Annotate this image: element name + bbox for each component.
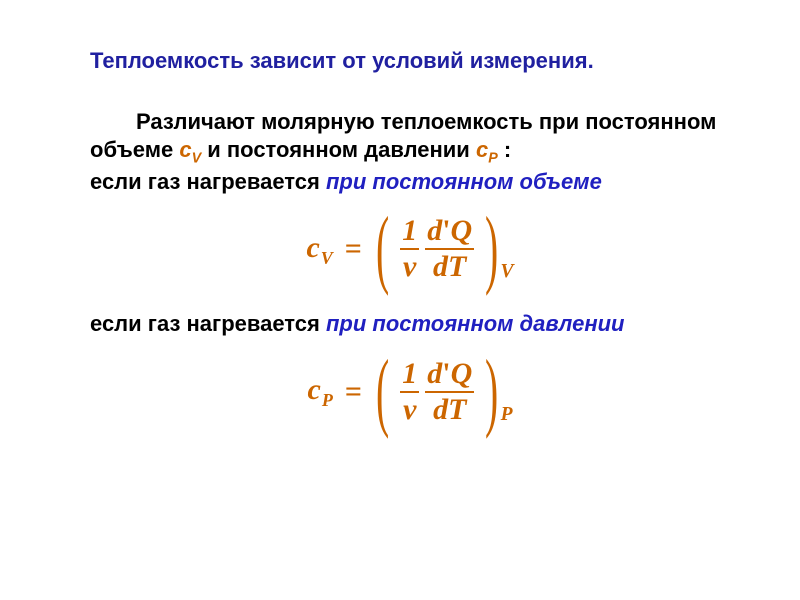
eq2-eq: = bbox=[345, 373, 362, 411]
slide: Теплоемкость зависит от условий измерени… bbox=[0, 0, 800, 600]
symbol-cv: сV bbox=[179, 137, 201, 162]
l2-prefix: если газ нагревается bbox=[90, 169, 326, 194]
eq2-rparen: ) bbox=[485, 352, 498, 431]
eq1-f2-prime: ' bbox=[442, 214, 450, 247]
eq2-inner: 1 ν d'Q dT bbox=[397, 358, 477, 425]
cv-sub: V bbox=[192, 150, 202, 166]
eq2-frac1: 1 ν bbox=[400, 358, 419, 425]
eq1-f2-den: dT bbox=[431, 251, 468, 283]
cp-base: с bbox=[476, 137, 488, 162]
eq1-lhs-sym: c bbox=[306, 231, 319, 264]
eq1-f1-num: 1 bbox=[400, 215, 419, 247]
eq2-f1-num: 1 bbox=[400, 358, 419, 390]
eq1-outer-sub: V bbox=[501, 260, 514, 284]
p1-t2: и постоянном давлении bbox=[201, 137, 476, 162]
eq1-rparen: ) bbox=[485, 209, 498, 288]
title-dot: . bbox=[588, 48, 594, 73]
line-3: если газ нагревается при постоянном давл… bbox=[90, 310, 730, 338]
formula-cv: cV = ( 1 ν d'Q dT ) V bbox=[90, 209, 730, 288]
eq2-lhs: cP bbox=[308, 371, 333, 412]
eq1-inner: 1 ν d'Q dT bbox=[397, 215, 477, 282]
eq2-f2-prime: ' bbox=[442, 357, 450, 390]
l2-emph: при постоянном объеме bbox=[326, 169, 602, 194]
formula-cp: cP = ( 1 ν d'Q dT ) P bbox=[90, 352, 730, 431]
eq1-f2-d: d bbox=[427, 214, 442, 247]
eq2-f2-den: dT bbox=[431, 394, 468, 426]
eq1-lhs-sub: V bbox=[321, 248, 333, 268]
slide-body: Различают молярную теплоемкость при пост… bbox=[90, 108, 730, 431]
eq2-f2-num: d'Q bbox=[425, 358, 474, 390]
eq1-frac2: d'Q dT bbox=[425, 215, 474, 282]
eq1-f2-Q: Q bbox=[451, 214, 473, 247]
eq2-lhs-sub: P bbox=[322, 390, 333, 410]
eq1: cV = ( 1 ν d'Q dT ) V bbox=[306, 209, 513, 288]
eq2-f2-d: d bbox=[427, 357, 442, 390]
eq1-eq: = bbox=[345, 230, 362, 268]
eq1-lhs: cV bbox=[306, 229, 332, 270]
eq2-f1-den: ν bbox=[401, 394, 418, 426]
title-text: Теплоемкость зависит от условий измерени… bbox=[90, 48, 588, 73]
slide-title: Теплоемкость зависит от условий измерени… bbox=[90, 48, 730, 74]
eq2-f2-Q: Q bbox=[451, 357, 473, 390]
eq1-frac1: 1 ν bbox=[400, 215, 419, 282]
eq1-f1-den: ν bbox=[401, 251, 418, 283]
p1-t3: : bbox=[498, 137, 511, 162]
eq2-frac2: d'Q dT bbox=[425, 358, 474, 425]
eq1-f2-num: d'Q bbox=[425, 215, 474, 247]
l3-prefix: если газ нагревается bbox=[90, 311, 326, 336]
eq2-lhs-sym: c bbox=[308, 373, 321, 406]
eq2: cP = ( 1 ν d'Q dT ) P bbox=[308, 352, 513, 431]
cp-sub: P bbox=[488, 150, 498, 166]
cv-base: с bbox=[179, 137, 191, 162]
line-2: если газ нагревается при постоянном объе… bbox=[90, 168, 730, 196]
eq2-outer-sub: P bbox=[501, 403, 513, 427]
symbol-cp: сP bbox=[476, 137, 498, 162]
eq1-lparen: ( bbox=[376, 209, 389, 288]
l3-emph: при постоянном давлении bbox=[326, 311, 625, 336]
eq2-lparen: ( bbox=[376, 352, 389, 431]
paragraph-1: Различают молярную теплоемкость при пост… bbox=[90, 108, 730, 168]
